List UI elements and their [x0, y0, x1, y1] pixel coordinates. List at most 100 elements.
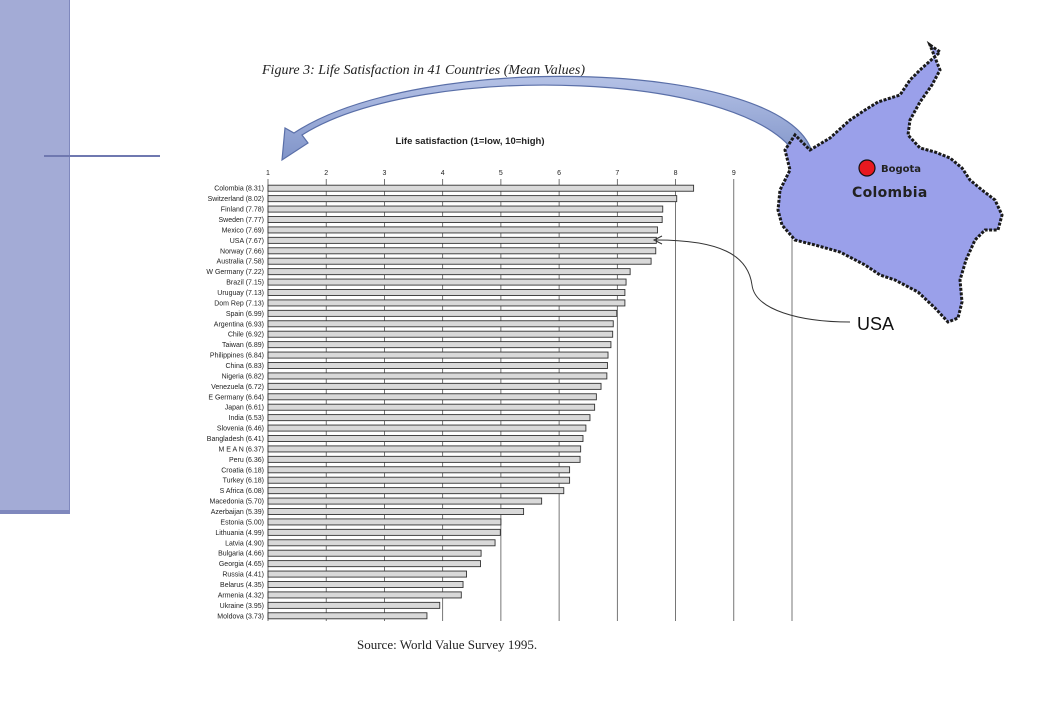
bar: [267, 309, 618, 317]
bar: [267, 299, 626, 307]
usa-pointer-arrowhead: [652, 235, 663, 245]
bar: [267, 268, 631, 276]
bar: [267, 216, 663, 223]
sidebar-panel: [0, 0, 70, 512]
bar: [267, 612, 428, 620]
bar: [267, 414, 591, 422]
category-label: China (6.83): [225, 363, 264, 370]
bar: [267, 393, 597, 401]
bar: [267, 289, 626, 296]
category-label: Switzerland (8.02): [208, 196, 264, 203]
bar: [267, 601, 441, 609]
bar: [267, 435, 584, 442]
sidebar-foot: [0, 510, 70, 514]
category-label: Turkey (6.18): [223, 478, 264, 485]
bar: [267, 570, 467, 578]
bar: [267, 581, 464, 588]
category-label: W Germany (7.22): [206, 269, 264, 276]
category-label: Uruguay (7.13): [217, 290, 264, 297]
category-label: Japan (6.61): [225, 405, 264, 412]
bar: [267, 445, 582, 453]
x-tick-label: 7: [615, 170, 619, 177]
bar: [267, 330, 614, 338]
colombia-map: [770, 40, 1032, 330]
category-label: Ukraine (3.95): [220, 603, 264, 610]
category-label: Belarus (4.35): [220, 582, 264, 589]
bar: [267, 247, 657, 255]
capital-label: Bogota: [881, 164, 922, 175]
bar: [267, 549, 482, 557]
x-axis-ticks: 12345678910: [266, 170, 796, 177]
bar: [267, 455, 581, 463]
category-label: Argentina (6.93): [214, 321, 264, 328]
bar: [267, 403, 596, 411]
category-label: Nigeria (6.82): [222, 373, 264, 380]
category-label: Taiwan (6.89): [222, 342, 264, 349]
x-tick-label: 3: [382, 170, 386, 177]
category-label: Georgia (4.65): [219, 561, 264, 568]
category-label: Latvia (4.90): [225, 540, 264, 547]
category-label: Moldova (3.73): [217, 613, 264, 620]
figure-title: Figure 3: Life Satisfaction in 41 Countr…: [262, 63, 586, 78]
bar: [267, 518, 502, 526]
x-tick-label: 8: [674, 170, 678, 177]
bar: [267, 372, 608, 380]
bar: [267, 351, 609, 359]
category-label: Armenia (4.32): [218, 592, 264, 599]
x-tick-label: 2: [324, 170, 328, 177]
bar: [267, 257, 652, 265]
bar: [267, 341, 612, 349]
bar: [267, 362, 608, 369]
x-tick-label: 9: [732, 170, 736, 177]
bar: [267, 184, 695, 192]
bar: [267, 560, 481, 568]
category-label: S Africa (6.08): [220, 488, 264, 495]
bar: [267, 591, 462, 599]
category-label: M E A N (6.37): [218, 446, 264, 453]
category-label: Chile (6.92): [228, 332, 264, 339]
category-label: Colombia (8.31): [214, 186, 264, 193]
category-label: Lithuania (4.99): [215, 530, 264, 537]
x-tick-label: 5: [499, 170, 503, 177]
usa-pointer-line: [655, 239, 851, 323]
usa-annotation-label: USA: [857, 314, 895, 334]
category-label: Macedonia (5.70): [210, 499, 264, 506]
category-label: Russia (4.41): [222, 572, 264, 579]
x-tick-label: 6: [557, 170, 561, 177]
category-label: Mexico (7.69): [222, 227, 264, 234]
bar: [267, 476, 571, 484]
source-note: Source: World Value Survey 1995.: [357, 637, 538, 652]
bar: [267, 236, 657, 244]
category-label: Spain (6.99): [226, 311, 264, 318]
curved-arrow: [281, 75, 813, 163]
bar: [267, 508, 525, 515]
category-label: Estonia (5.00): [220, 519, 264, 526]
chart-title: Life satisfaction (1=low, 10=high): [395, 136, 544, 147]
category-label: Sweden (7.77): [218, 217, 264, 224]
bar: [267, 487, 565, 495]
category-label: Australia (7.58): [217, 259, 264, 266]
bar: [267, 528, 501, 536]
category-label: Bulgaria (4.66): [218, 551, 264, 558]
category-label: Peru (6.36): [229, 457, 264, 464]
bar: [267, 195, 678, 203]
colombia-outline: [776, 40, 1004, 324]
category-label: Venezuela (6.72): [211, 384, 264, 391]
category-label: Philippines (6.84): [210, 353, 264, 360]
category-label: Finland (7.78): [221, 207, 264, 214]
bar: [267, 539, 496, 547]
x-tick-label: 4: [441, 170, 445, 177]
category-label: India (6.53): [229, 415, 264, 422]
category-label: Slovenia (6.46): [217, 426, 264, 433]
category-label: USA (7.67): [230, 238, 264, 245]
category-label: Azerbaijan (5.39): [211, 509, 264, 516]
bar: [267, 205, 664, 213]
bar: [267, 382, 602, 390]
x-tick-label: 1: [266, 170, 270, 177]
bar: [267, 226, 658, 234]
category-label: Croatia (6.18): [221, 467, 264, 474]
category-labels: Colombia (8.31) Switzerland (8.02) Finland…: [206, 186, 264, 621]
bar: [267, 424, 587, 432]
sidebar-rule: [44, 155, 160, 157]
